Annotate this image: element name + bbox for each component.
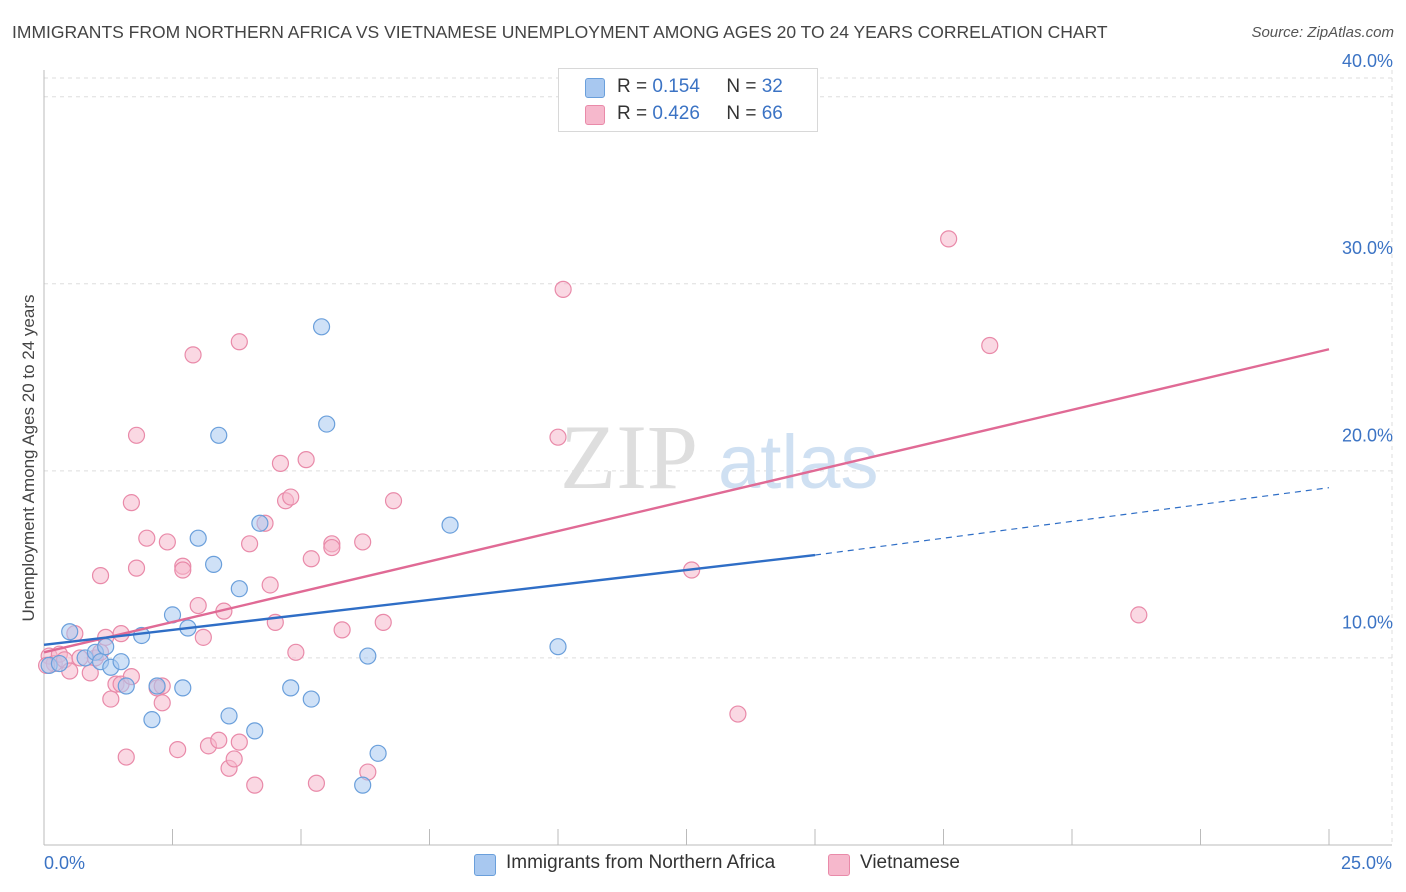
trend-line-vietnamese	[43, 348, 1330, 654]
data-point-immigrants	[251, 514, 269, 532]
chart-source: Source: ZipAtlas.com	[1251, 24, 1394, 41]
bottom-legend-swatch-pink	[828, 854, 850, 876]
trend-layer	[43, 348, 1330, 654]
y-tick-label: 40.0%	[1342, 51, 1393, 71]
legend-swatch-pink	[585, 105, 605, 125]
legend-r-label: R =	[617, 76, 653, 97]
data-point-immigrants	[359, 647, 377, 665]
data-point-vietnamese	[323, 538, 341, 557]
data-point-immigrants	[246, 722, 264, 740]
legend-r-value: 0.154	[652, 76, 700, 97]
y-axis-label: Unemployment Among Ages 20 to 24 years	[19, 295, 38, 622]
watermark-zip: ZIP	[560, 406, 698, 508]
y-tick-label: 30.0%	[1342, 238, 1393, 258]
data-point-vietnamese	[354, 533, 372, 551]
data-point-immigrants	[50, 654, 69, 673]
data-point-vietnamese	[384, 492, 403, 510]
data-point-immigrants	[230, 580, 248, 598]
data-point-vietnamese	[91, 567, 110, 585]
data-point-vietnamese	[261, 576, 279, 594]
data-point-immigrants	[210, 426, 228, 444]
y-tick-label: 20.0%	[1342, 425, 1393, 445]
data-point-immigrants	[549, 638, 567, 656]
data-point-vietnamese	[174, 561, 192, 579]
data-point-immigrants	[143, 711, 161, 729]
legend-n-value: 32	[761, 76, 783, 97]
data-point-vietnamese	[282, 488, 300, 506]
data-point-immigrants	[369, 744, 387, 762]
legend-r-value: 0.426	[652, 103, 700, 124]
legend-swatch-blue	[585, 78, 605, 98]
data-point-vietnamese	[940, 230, 958, 248]
data-point-immigrants	[148, 677, 166, 695]
data-point-vietnamese	[189, 596, 207, 615]
legend-n-label: N =	[726, 103, 762, 124]
data-point-immigrants	[441, 516, 459, 534]
data-point-vietnamese	[729, 705, 747, 723]
data-point-immigrants	[318, 415, 336, 433]
data-point-vietnamese	[169, 740, 187, 759]
watermark-atlas: atlas	[718, 420, 879, 505]
data-point-vietnamese	[127, 559, 146, 577]
correlation-legend: R = 0.154 N = 32 R = 0.426 N = 66	[558, 68, 818, 132]
data-point-immigrants	[112, 653, 130, 671]
data-point-vietnamese	[127, 426, 146, 444]
data-point-vietnamese	[184, 346, 202, 364]
data-point-immigrants	[220, 707, 238, 725]
legend-n-label: N =	[726, 76, 762, 97]
data-point-vietnamese	[225, 750, 243, 768]
data-point-vietnamese	[210, 731, 228, 749]
data-point-vietnamese	[554, 280, 572, 298]
data-point-vietnamese	[138, 529, 156, 547]
data-point-immigrants	[205, 555, 223, 573]
data-point-vietnamese	[158, 533, 176, 551]
series-immigrants-points	[40, 318, 567, 794]
x-tick-label-min: 0.0%	[44, 853, 85, 873]
legend-n-value: 66	[761, 103, 783, 124]
data-point-vietnamese	[549, 428, 567, 446]
bottom-legend-label: Immigrants from Northern Africa	[506, 852, 776, 873]
data-point-immigrants	[61, 623, 79, 641]
series-vietnamese-points	[37, 230, 1148, 794]
axis-layer: 10.0% 20.0% 30.0% 40.0%	[43, 51, 1393, 846]
grid-layer	[44, 70, 1393, 845]
data-point-vietnamese	[1130, 606, 1148, 624]
data-point-vietnamese	[287, 643, 305, 661]
data-point-immigrants	[282, 679, 300, 697]
bottom-legend-swatch-blue	[474, 854, 496, 876]
data-point-vietnamese	[194, 628, 212, 646]
data-point-vietnamese	[374, 613, 392, 631]
data-point-immigrants	[312, 318, 331, 336]
data-point-vietnamese	[81, 664, 99, 682]
data-point-immigrants	[302, 690, 320, 708]
data-point-vietnamese	[117, 748, 135, 766]
data-point-vietnamese	[302, 550, 320, 568]
data-point-vietnamese	[102, 690, 120, 708]
data-point-vietnamese	[122, 494, 140, 512]
data-point-vietnamese	[153, 694, 171, 712]
data-point-vietnamese	[333, 621, 351, 639]
data-point-immigrants	[174, 679, 192, 697]
data-point-immigrants	[117, 677, 135, 695]
data-point-vietnamese	[246, 776, 264, 794]
chart-title: IMMIGRANTS FROM NORTHERN AFRICA VS VIETN…	[12, 22, 1108, 42]
trend-line-immigrants-extension	[814, 487, 1330, 556]
y-tick-label: 10.0%	[1342, 612, 1393, 632]
data-point-vietnamese	[271, 454, 290, 472]
data-point-vietnamese	[230, 733, 248, 751]
trend-line-immigrants	[43, 553, 816, 647]
data-point-vietnamese	[241, 535, 259, 553]
data-point-vietnamese	[230, 333, 248, 351]
data-point-vietnamese	[981, 336, 999, 355]
data-point-immigrants	[97, 638, 115, 656]
bottom-legend-label: Vietnamese	[860, 852, 960, 873]
data-point-vietnamese	[297, 451, 315, 469]
data-point-immigrants	[189, 529, 207, 547]
data-point-immigrants	[354, 776, 372, 794]
x-tick-label-max: 25.0%	[1341, 853, 1392, 873]
legend-r-label: R =	[617, 103, 653, 124]
data-point-vietnamese	[307, 774, 326, 792]
